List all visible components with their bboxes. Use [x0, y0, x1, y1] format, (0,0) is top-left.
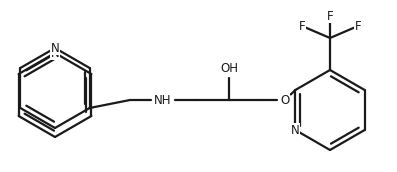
Text: N: N — [291, 123, 300, 137]
Text: NH: NH — [154, 94, 172, 106]
Text: F: F — [299, 19, 305, 33]
Text: N: N — [51, 46, 60, 60]
Text: F: F — [355, 19, 361, 33]
Text: O: O — [280, 94, 290, 106]
Text: F: F — [327, 9, 333, 23]
Text: OH: OH — [220, 62, 238, 74]
Text: N: N — [51, 41, 60, 55]
